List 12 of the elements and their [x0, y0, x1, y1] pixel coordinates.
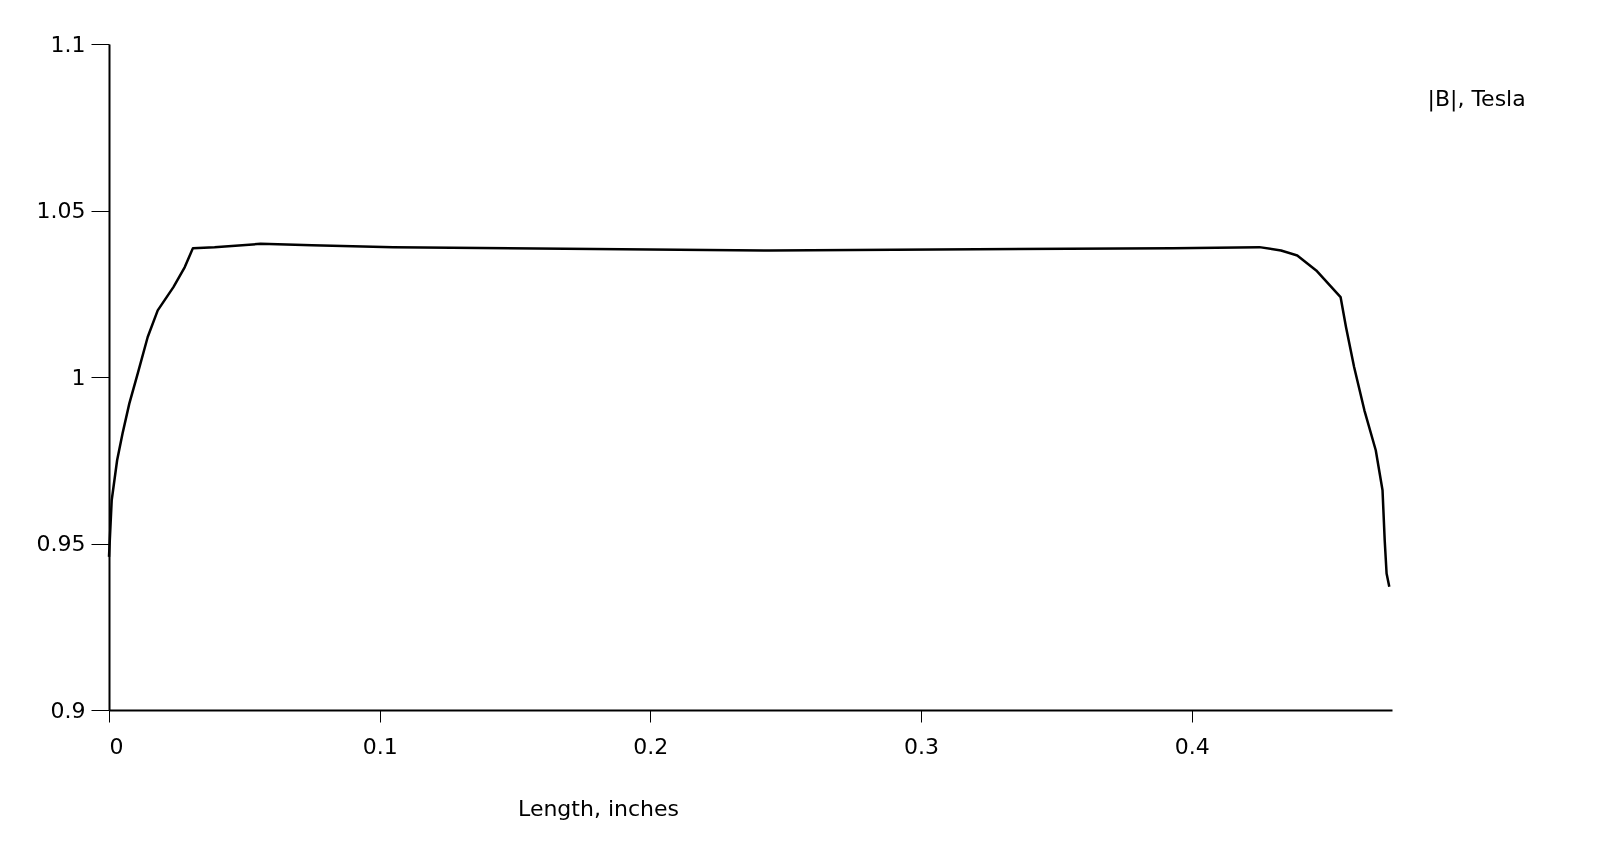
y-tick-label: 1.05 — [36, 198, 86, 223]
x-tick-label: 0.4 — [1174, 733, 1210, 759]
y-tick-label: 1.1 — [50, 31, 86, 57]
y-tick-label: 1 — [71, 364, 86, 390]
x-tick-label: 0.3 — [904, 733, 940, 759]
y-tick-label: 0.9 — [50, 697, 86, 723]
x-tick-label: 0.1 — [362, 733, 398, 759]
x-axis-title: Length, inches — [518, 795, 679, 821]
y-axis-title: |B|, Tesla — [1427, 85, 1526, 112]
y-tick-label: 0.95 — [36, 531, 86, 556]
x-tick-label: 0 — [109, 733, 124, 759]
x-tick-label: 0.2 — [633, 733, 669, 759]
